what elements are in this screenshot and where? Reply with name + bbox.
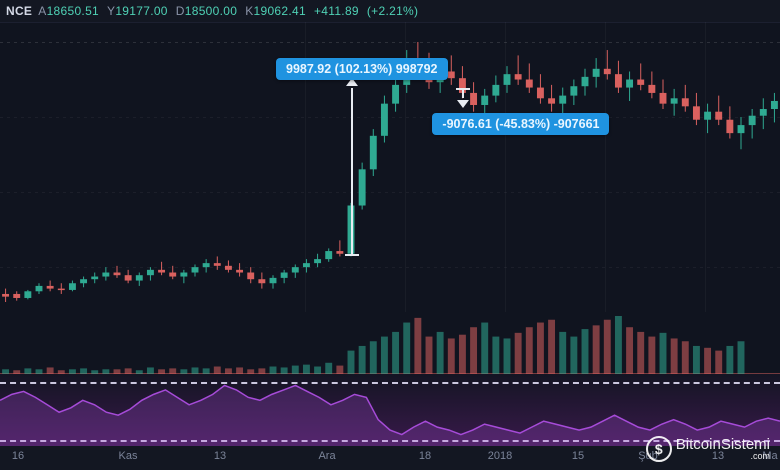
header-bar: NCE A18650.51 Y19177.00 D18500.00 K19062… xyxy=(0,0,780,23)
logo-main-text: BitcoinSistemi xyxy=(676,437,770,452)
change-pct-label: (+2.21%) xyxy=(367,4,418,18)
arrow-cap xyxy=(456,88,470,90)
pair-name-label: NCE xyxy=(6,4,32,18)
volume-chart-pane[interactable] xyxy=(0,312,780,374)
stat-a: A18650.51 xyxy=(38,4,99,18)
price-chart-pane[interactable]: 9987.92 (102.13%) 998792 -9076.61 (-45.8… xyxy=(0,22,780,312)
annotation-arrow-down[interactable] xyxy=(462,88,464,99)
x-axis-label-2[interactable]: 13 xyxy=(214,450,226,462)
x-axis-label-0[interactable]: 16 xyxy=(12,450,24,462)
tooltip-loss[interactable]: -9076.61 (-45.83%) -907661 xyxy=(432,113,609,135)
volume-series[interactable] xyxy=(0,312,780,374)
annotation-arrow-up[interactable] xyxy=(351,88,353,257)
change-abs-label: +411.89 xyxy=(314,4,359,18)
arrow-cap xyxy=(345,254,359,256)
logo-sub-text: .com xyxy=(750,452,770,461)
logo-dollar-icon: $ xyxy=(646,436,672,462)
x-axis-label-3[interactable]: Ara xyxy=(318,450,335,462)
x-axis-label-4[interactable]: 18 xyxy=(419,450,431,462)
x-axis-label-6[interactable]: 15 xyxy=(572,450,584,462)
brand-logo[interactable]: $ BitcoinSistemi .com xyxy=(646,436,770,462)
chart-app: NCE A18650.51 Y19177.00 D18500.00 K19062… xyxy=(0,0,780,470)
x-axis-label-5[interactable]: 2018 xyxy=(488,450,512,462)
stat-d: D18500.00 xyxy=(176,4,237,18)
x-axis-label-1[interactable]: Kas xyxy=(119,450,138,462)
logo-text-group: BitcoinSistemi .com xyxy=(676,437,770,461)
stat-k: K19062.41 xyxy=(245,4,306,18)
stat-y: Y19177.00 xyxy=(107,4,168,18)
tooltip-gain[interactable]: 9987.92 (102.13%) 998792 xyxy=(276,58,448,80)
